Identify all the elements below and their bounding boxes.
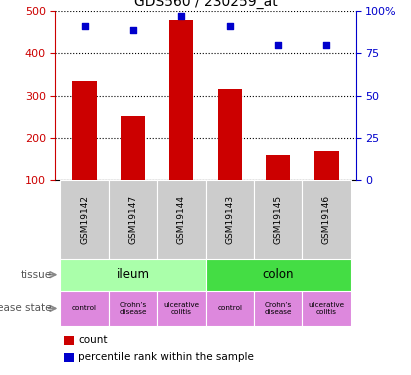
Text: Crohn’s
disease: Crohn’s disease bbox=[119, 302, 147, 315]
Text: ulcerative
colitis: ulcerative colitis bbox=[308, 302, 344, 315]
Bar bbox=[109, 291, 157, 326]
Text: GSM19147: GSM19147 bbox=[128, 195, 137, 244]
Text: disease state: disease state bbox=[0, 303, 51, 313]
Point bbox=[275, 42, 282, 48]
Point bbox=[226, 23, 233, 30]
Bar bbox=[254, 180, 302, 259]
Bar bbox=[109, 180, 157, 259]
Text: GSM19143: GSM19143 bbox=[225, 195, 234, 244]
Point bbox=[178, 13, 185, 19]
Text: colon: colon bbox=[262, 268, 294, 281]
Text: GSM19142: GSM19142 bbox=[80, 195, 89, 244]
Bar bbox=[157, 291, 206, 326]
Point bbox=[129, 27, 136, 33]
Bar bbox=[121, 116, 145, 180]
Text: GSM19146: GSM19146 bbox=[322, 195, 331, 244]
Point bbox=[323, 42, 330, 48]
Bar bbox=[217, 89, 242, 180]
Text: GSM19144: GSM19144 bbox=[177, 195, 186, 244]
Text: control: control bbox=[217, 305, 242, 311]
Bar bbox=[60, 291, 109, 326]
Text: GSM19145: GSM19145 bbox=[274, 195, 283, 244]
Bar bbox=[266, 154, 290, 180]
Text: control: control bbox=[72, 305, 97, 311]
Text: Crohn’s
disease: Crohn’s disease bbox=[264, 302, 292, 315]
Bar bbox=[314, 151, 339, 180]
Text: tissue: tissue bbox=[20, 270, 51, 280]
Text: ulcerative
colitis: ulcerative colitis bbox=[163, 302, 199, 315]
Text: ileum: ileum bbox=[116, 268, 150, 281]
Title: GDS560 / 230259_at: GDS560 / 230259_at bbox=[134, 0, 277, 9]
Bar bbox=[206, 259, 351, 291]
Bar bbox=[302, 291, 351, 326]
Bar bbox=[302, 180, 351, 259]
Point bbox=[81, 23, 88, 30]
Text: percentile rank within the sample: percentile rank within the sample bbox=[78, 352, 254, 362]
Bar bbox=[169, 20, 194, 180]
Text: count: count bbox=[78, 335, 108, 345]
Bar bbox=[60, 259, 206, 291]
Bar bbox=[72, 81, 97, 180]
Bar bbox=[254, 291, 302, 326]
Bar bbox=[206, 180, 254, 259]
Bar bbox=[157, 180, 206, 259]
Bar bbox=[60, 180, 109, 259]
Bar bbox=[206, 291, 254, 326]
